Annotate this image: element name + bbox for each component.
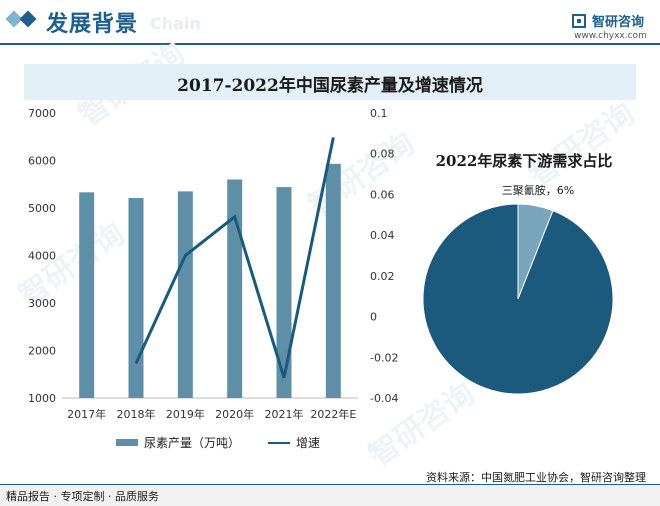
pie-slice — [422, 203, 614, 395]
pie-slice-label: 三聚氰胺，6% — [502, 183, 574, 197]
x-axis-tick-label: 2021年 — [265, 407, 304, 421]
x-axis-tick-label: 2017年 — [67, 407, 106, 421]
y-axis-left-tick-label: 4000 — [28, 250, 56, 263]
y-axis-left-tick-label: 3000 — [28, 297, 56, 310]
bar — [79, 192, 95, 398]
bar — [325, 163, 341, 398]
brand-url[interactable]: www.chyxx.com — [574, 31, 647, 41]
growth-line — [134, 137, 335, 379]
brand-name: 智研咨询 — [592, 15, 645, 30]
x-axis-tick-label: 2018年 — [117, 407, 156, 421]
legend-label-growth: 增速 — [296, 436, 321, 450]
legend-label-production: 尿素产量（万吨） — [144, 436, 241, 450]
y-axis-left-tick-label: 2000 — [28, 345, 56, 358]
x-axis-tick-label: 2020年 — [215, 407, 254, 421]
bar — [276, 187, 292, 398]
footer: 精品报告 · 专项定制 · 品质服务 — [0, 485, 660, 506]
bar-line-chart: 1000 2000 3000 4000 5000 6000 7000 -0.04 -0.02 0 0… — [28, 107, 398, 421]
x-axis-tick-label: 2022年E — [310, 407, 356, 421]
bar — [177, 191, 193, 398]
y-axis-left-tick-label: 5000 — [28, 202, 56, 215]
y-axis-right-tick-label: 0.04 — [370, 229, 395, 242]
legend-swatch-line — [268, 442, 290, 444]
chart-title: 2017-2022年中国尿素产量及增速情况 — [177, 76, 483, 96]
y-axis-right-tick-label: 0 — [370, 311, 377, 324]
x-axis-tick-label: 2019年 — [166, 407, 205, 421]
y-axis-right-tick-label: 0.1 — [370, 107, 388, 120]
pie-chart-title: 2022年尿素下游需求占比 — [435, 152, 613, 170]
bar — [227, 179, 243, 398]
legend-swatch-bar — [116, 439, 138, 446]
y-axis-right-tick-label: 0.02 — [370, 270, 395, 283]
y-axis-right-tick-label: 0.08 — [370, 148, 395, 161]
y-axis-left-tick-label: 6000 — [28, 155, 56, 168]
source-note: 资料来源：中国氮肥工业协会，智研咨询整理 — [426, 471, 646, 484]
section-title: 发展背景 — [46, 12, 139, 37]
brand-logo-icon — [572, 14, 586, 28]
y-axis-right-tick-label: -0.04 — [370, 392, 398, 405]
y-axis-right-tick-label: 0.06 — [370, 188, 395, 201]
y-axis-left-tick-label: 7000 — [28, 107, 56, 120]
chart-title-banner: 2017-2022年中国尿素产量及增速情况 — [24, 64, 636, 100]
bar — [128, 198, 144, 398]
pie-chart: 三聚氰胺，6% — [422, 183, 614, 395]
section-title-en: Chain — [150, 14, 201, 33]
y-axis-left-tick-label: 1000 — [28, 392, 56, 405]
y-axis-right-tick-label: -0.02 — [370, 351, 398, 364]
footer-divider — [0, 484, 660, 485]
header: 发展背景 Chain 智研咨询 www.chyxx.com — [0, 0, 660, 45]
header-divider — [0, 43, 660, 45]
footer-slogan: 精品报告 · 专项定制 · 品质服务 — [6, 490, 159, 503]
